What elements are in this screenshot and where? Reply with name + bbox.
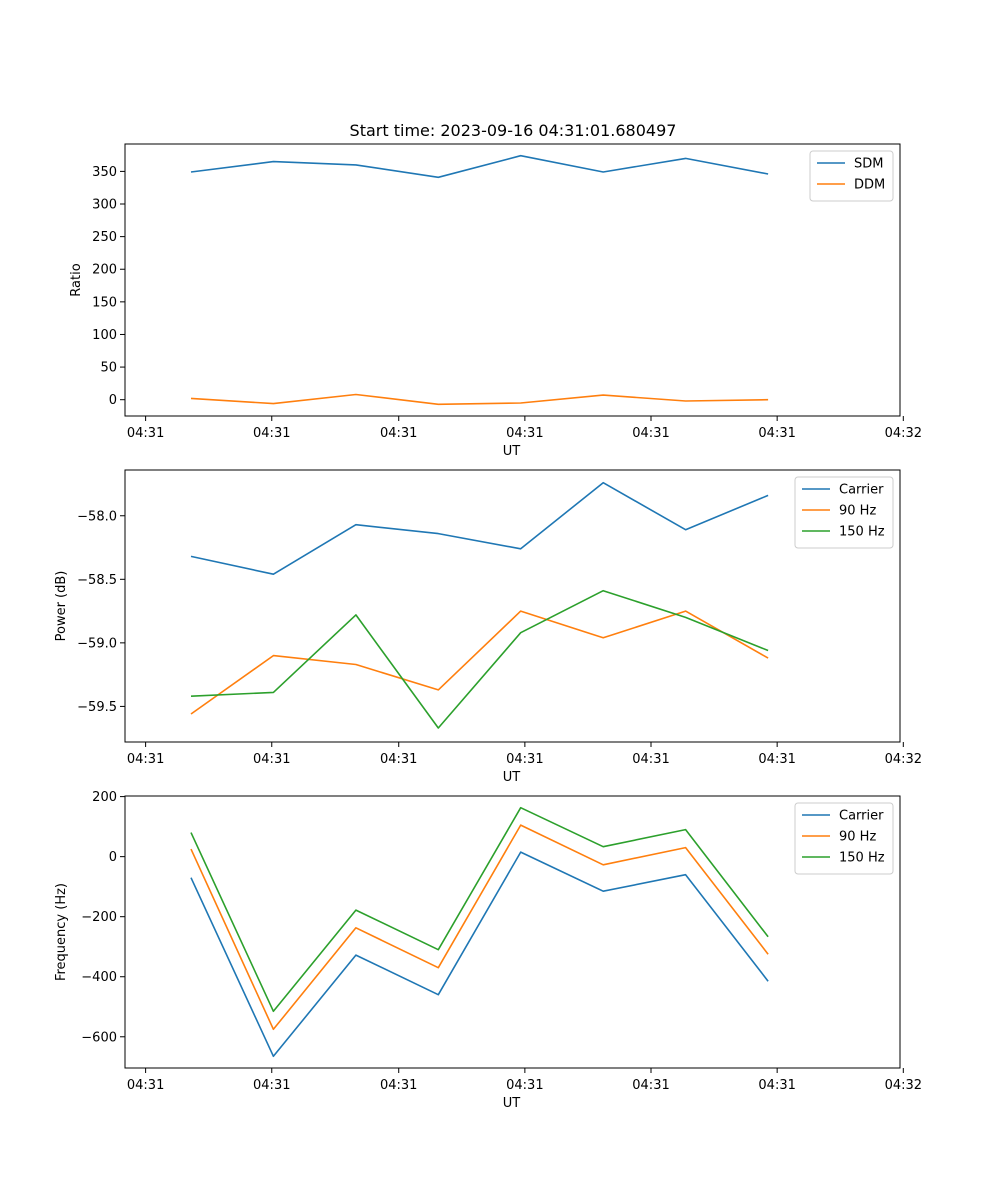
series-line-ddm	[190, 393, 769, 406]
x-tick-label: 04:31	[253, 752, 290, 767]
y-tick-label: −400	[81, 970, 117, 985]
x-tick-label: 04:32	[885, 1078, 922, 1093]
y-tick-label: 0	[109, 393, 117, 408]
x-tick-label: 04:31	[127, 1078, 164, 1093]
x-tick-label: 04:32	[885, 426, 922, 441]
x-tick-label: 04:31	[506, 426, 543, 441]
legend: Carrier 90 Hz 150 Hz	[794, 802, 894, 875]
y-tick-label: 50	[100, 361, 117, 376]
y-tick-label: 0	[109, 850, 117, 865]
series-line-sdm	[190, 154, 769, 179]
y-tick-label: 100	[92, 328, 117, 343]
y-tick-label: −59.0	[77, 636, 117, 651]
x-tick-label: 04:31	[253, 1078, 290, 1093]
y-axis-label: Frequency (Hz)	[54, 883, 69, 981]
legend: Carrier 90 Hz 150 Hz	[794, 476, 894, 549]
y-tick-label: 250	[92, 230, 117, 245]
axes-frame	[124, 795, 901, 1069]
y-tick-label: 200	[92, 790, 117, 805]
y-tick-label: 200	[92, 263, 117, 278]
x-tick-label: 04:31	[127, 752, 164, 767]
x-tick-label: 04:31	[506, 752, 543, 767]
y-tick-label: −58.5	[77, 573, 117, 588]
x-tick-label: 04:31	[758, 1078, 795, 1093]
x-axis-label: UT	[503, 444, 521, 459]
subplot-2: −59.5 −59.0 −58.5 −58.0 04:31 04:31 04:31 04:31…	[54, 469, 922, 785]
subplot-3: −600 −400 −200 0 200 04:31 04:31 04:31 04:31 04:3…	[54, 790, 922, 1111]
x-tick-label: 04:31	[758, 752, 795, 767]
x-tick-label: 04:31	[632, 426, 669, 441]
y-tick-label: −200	[81, 910, 117, 925]
legend: SDM DDM	[809, 150, 894, 202]
x-tick-label: 04:31	[506, 1078, 543, 1093]
x-tick-label: 04:32	[885, 752, 922, 767]
subplot-1: 0 50 100 150 200 250 300 350 04:31 04:31 04:31 04:3…	[69, 143, 922, 459]
y-tick-label: −600	[81, 1030, 117, 1045]
series-line-150-hz	[190, 806, 769, 1013]
y-tick-label: −59.5	[77, 700, 117, 715]
x-tick-label: 04:31	[632, 1078, 669, 1093]
series-line-90-hz	[190, 824, 769, 1031]
legend-label: Carrier	[839, 809, 884, 824]
legend-label: Carrier	[839, 483, 884, 498]
axes-frame	[124, 469, 901, 743]
x-axis-label: UT	[503, 770, 521, 785]
series-line-150-hz	[190, 589, 769, 729]
legend-label: 150 Hz	[839, 851, 885, 866]
y-tick-label: 150	[92, 295, 117, 310]
x-tick-label: 04:31	[758, 426, 795, 441]
legend-label: 150 Hz	[839, 525, 885, 540]
x-tick-label: 04:31	[253, 426, 290, 441]
y-axis-label: Ratio	[69, 263, 84, 296]
legend-label: DDM	[854, 178, 885, 193]
legend-label: 90 Hz	[839, 830, 876, 845]
legend-label: SDM	[854, 157, 883, 172]
figure-title: Start time: 2023-09-16 04:31:01.680497	[350, 121, 677, 140]
y-tick-label: −58.0	[77, 509, 117, 524]
y-tick-label: 350	[92, 165, 117, 180]
y-axis-label: Power (dB)	[54, 571, 69, 642]
series-line-carrier	[190, 851, 769, 1058]
series-line-carrier	[190, 481, 769, 576]
y-tick-label: 300	[92, 198, 117, 213]
series-line-90-hz	[190, 610, 769, 715]
x-tick-label: 04:31	[380, 1078, 417, 1093]
x-axis-label: UT	[503, 1096, 521, 1111]
x-tick-label: 04:31	[380, 752, 417, 767]
x-tick-label: 04:31	[632, 752, 669, 767]
x-tick-label: 04:31	[380, 426, 417, 441]
x-tick-label: 04:31	[127, 426, 164, 441]
legend-label: 90 Hz	[839, 504, 876, 519]
axes-frame	[124, 143, 901, 417]
